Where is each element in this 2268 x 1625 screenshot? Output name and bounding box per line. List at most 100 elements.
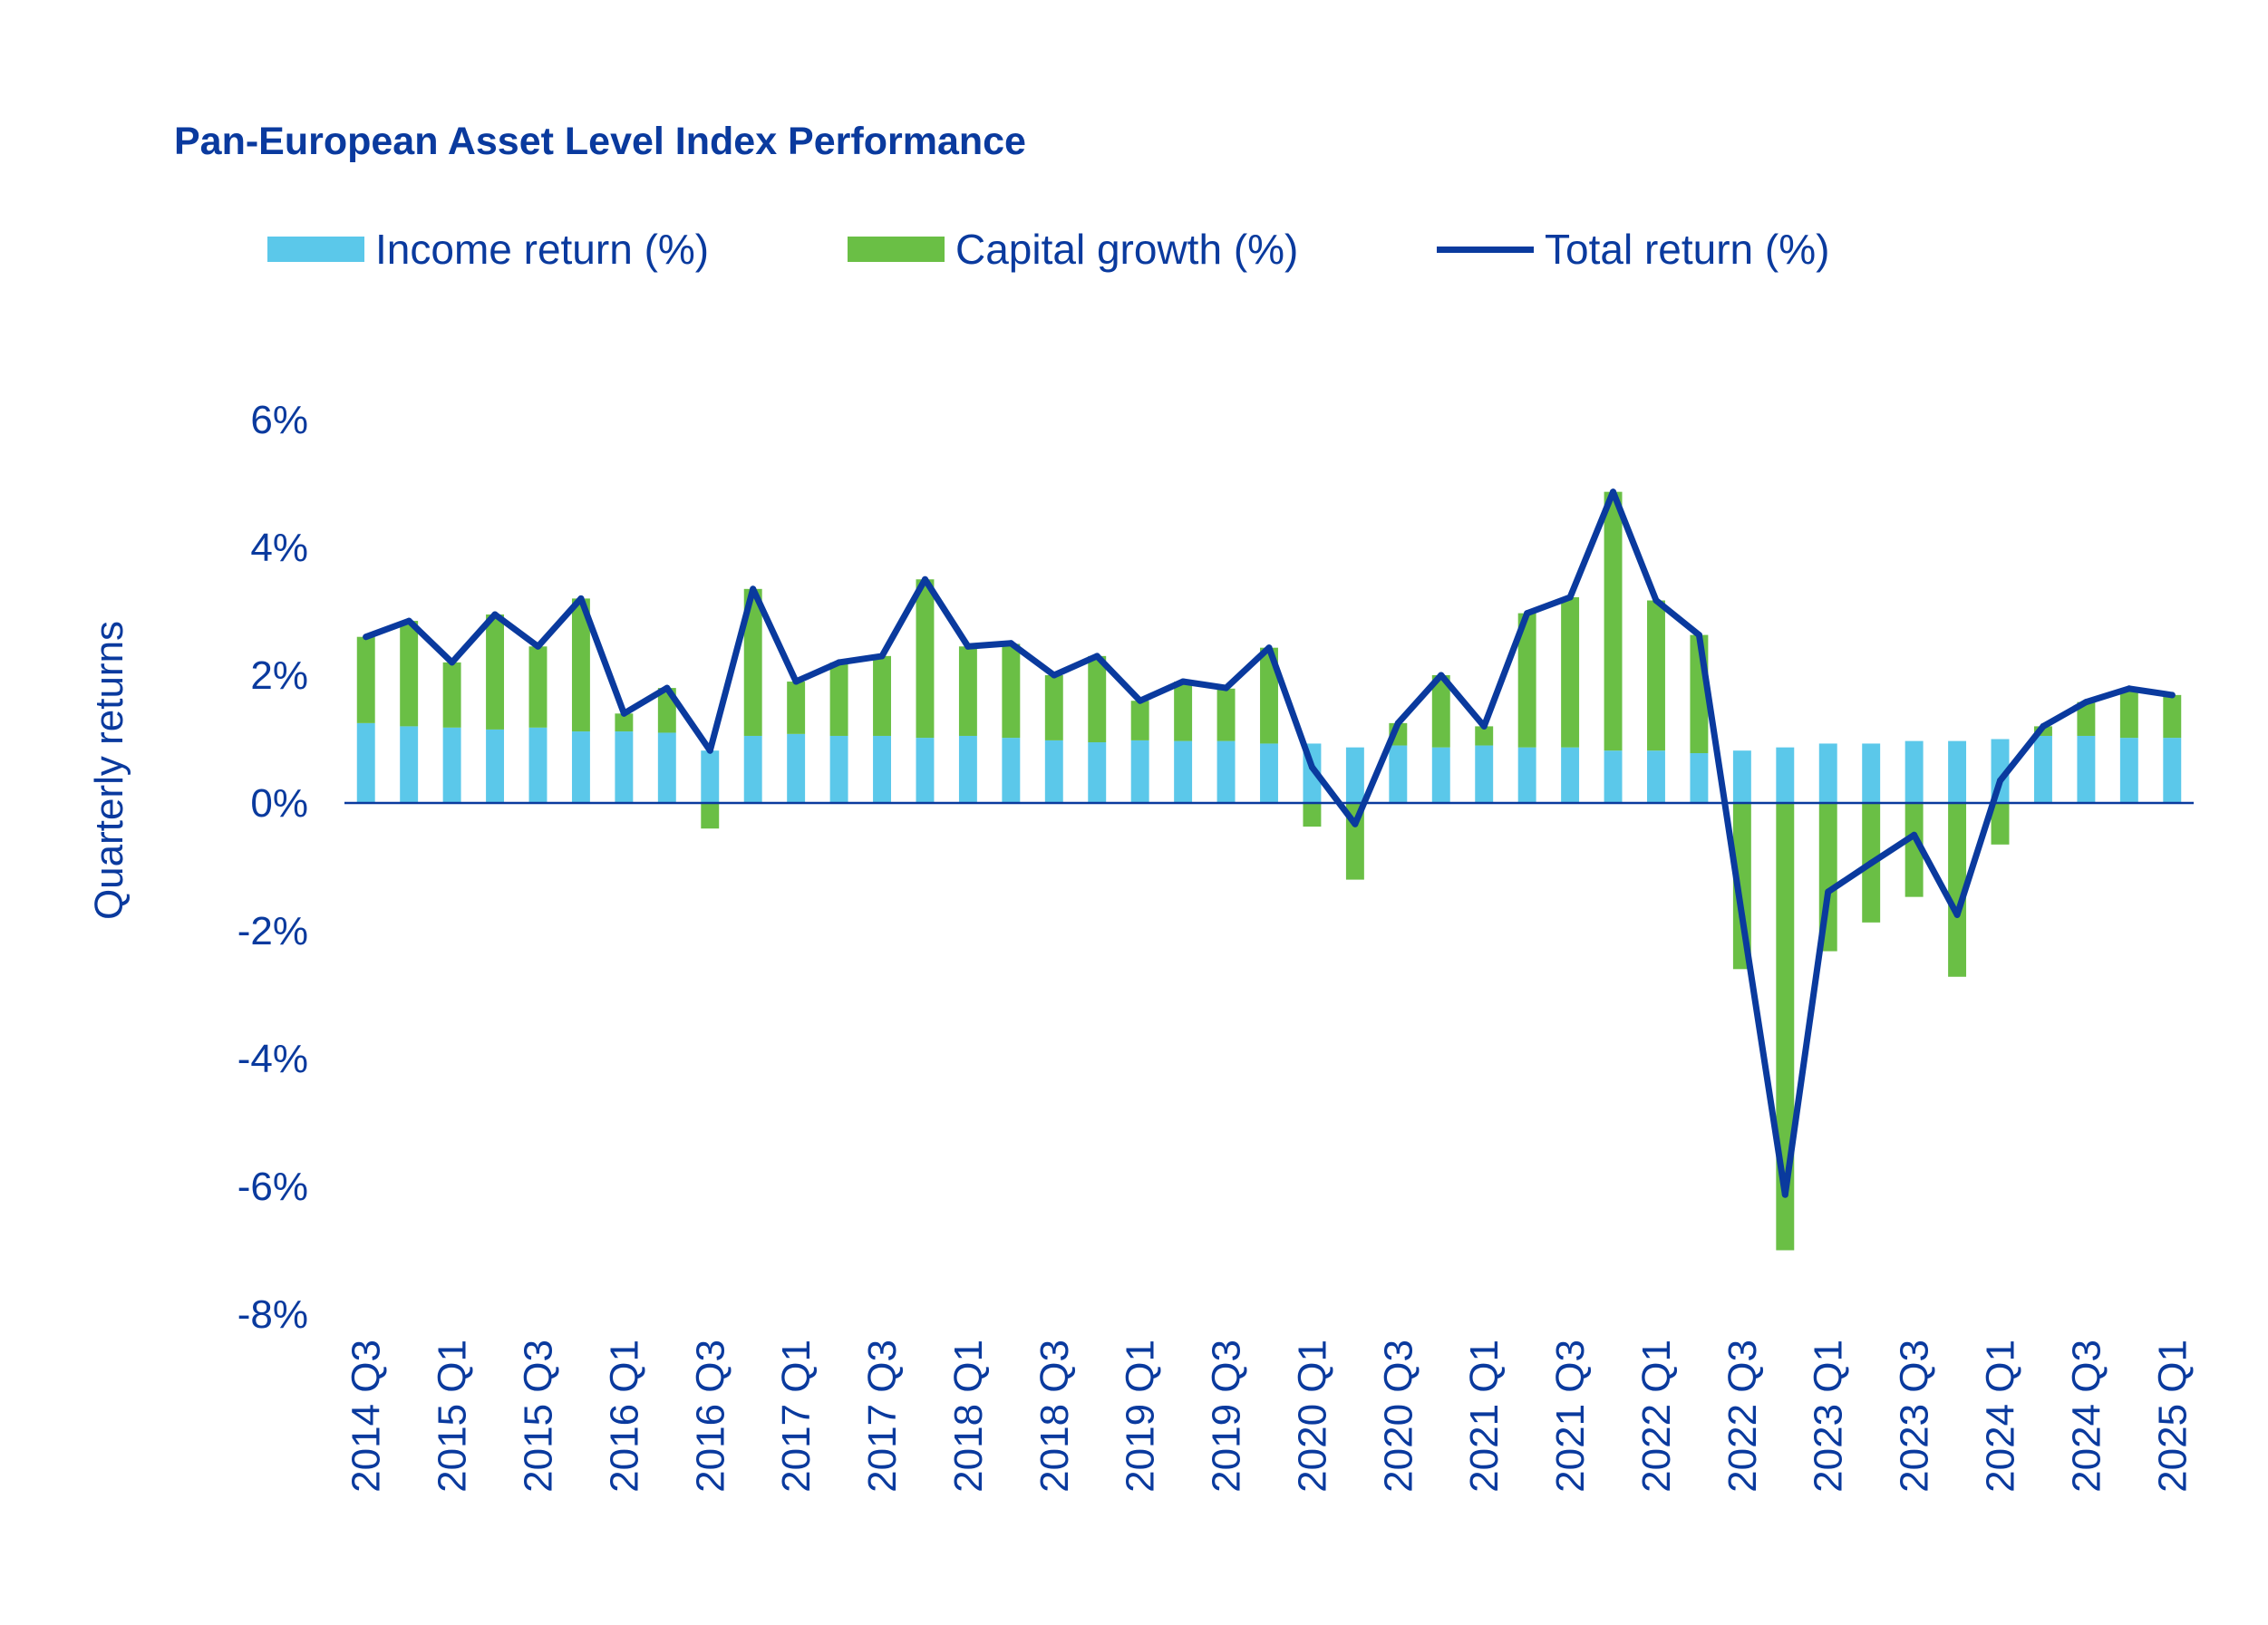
legend-item-income: Income return (%)	[267, 218, 709, 281]
x-tick-label: 2025 Q1	[2150, 1340, 2195, 1493]
bar-income	[1948, 740, 1967, 803]
legend-item-capital: Capital growth (%)	[848, 218, 1298, 281]
point-total-return	[534, 643, 541, 650]
x-tick-label: 2016 Q3	[688, 1340, 732, 1493]
x-tick-label: 2020 Q3	[1376, 1340, 1420, 1493]
x-tick-label: 2019 Q3	[1205, 1340, 1249, 1493]
point-total-return	[1480, 722, 1488, 730]
x-tick-label: 2023 Q1	[1807, 1340, 1851, 1493]
bar-income	[1088, 742, 1107, 803]
point-total-return	[577, 595, 585, 602]
point-total-return	[2082, 699, 2089, 706]
y-tick-label: -4%	[237, 1037, 308, 1081]
bar-income	[829, 735, 848, 803]
y-tick-label: 4%	[250, 526, 308, 570]
bar-capital	[1260, 647, 1278, 744]
bar-capital	[528, 646, 548, 728]
bar-capital	[1044, 675, 1063, 740]
x-tick-label: 2017 Q3	[860, 1340, 905, 1493]
bar-income	[571, 731, 590, 803]
y-tick-label: 6%	[250, 398, 308, 442]
point-total-return	[878, 653, 886, 660]
point-total-return	[1566, 594, 1574, 601]
point-total-return	[2168, 692, 2176, 699]
point-total-return	[1438, 672, 1445, 679]
point-total-return	[750, 585, 757, 593]
bar-income	[1431, 747, 1450, 803]
point-total-return	[1825, 888, 1832, 895]
bar-income	[1475, 745, 1494, 803]
bar-income	[1604, 750, 1623, 803]
point-total-return	[1781, 1191, 1788, 1198]
bar-capital	[442, 662, 461, 728]
chart-title: Pan-European Asset Level Index Performan…	[174, 120, 1026, 163]
bar-income	[1818, 743, 1837, 803]
legend-item-total: Total return (%)	[1437, 218, 1829, 281]
legend-label-total: Total return (%)	[1545, 226, 1830, 273]
bar-capital	[2077, 701, 2096, 736]
x-tick-label: 2020 Q1	[1290, 1340, 1334, 1493]
point-total-return	[1093, 653, 1100, 660]
bar-capital	[2163, 694, 2182, 739]
bar-income	[1260, 743, 1278, 803]
x-tick-label: 2015 Q3	[517, 1340, 561, 1493]
bar-capital	[615, 713, 634, 732]
legend-line-total	[1437, 246, 1534, 253]
bar-capital	[486, 614, 505, 730]
bar-income	[528, 727, 548, 803]
point-total-return	[1911, 831, 1918, 838]
bar-income	[657, 732, 676, 803]
bar-income	[2033, 735, 2052, 803]
bar-capital	[1905, 803, 1924, 897]
bar-capital	[1002, 643, 1021, 739]
point-total-return	[1394, 720, 1401, 727]
bar-capital	[787, 682, 806, 734]
point-total-return	[1997, 777, 2004, 784]
point-total-return	[1867, 859, 1875, 866]
y-tick-label: -2%	[237, 909, 308, 953]
x-tick-label: 2022 Q1	[1634, 1340, 1679, 1493]
bar-income	[442, 727, 461, 803]
point-total-return	[1223, 684, 1230, 692]
point-total-return	[1695, 632, 1702, 639]
x-tick-label: 2014 Q3	[344, 1340, 389, 1493]
legend-label-capital: Capital growth (%)	[955, 226, 1299, 273]
x-tick-label: 2018 Q3	[1032, 1340, 1077, 1493]
bar-income	[701, 750, 720, 803]
legend-swatch-income	[267, 237, 364, 262]
y-axis-label: Quarterly returns	[87, 621, 131, 920]
bar-income	[1561, 747, 1580, 803]
bar-income	[1862, 743, 1881, 803]
bar-capital	[1776, 803, 1795, 1251]
bar-capital	[829, 662, 848, 736]
point-total-return	[836, 659, 843, 666]
bar-income	[2077, 735, 2096, 803]
bar-income	[1130, 740, 1149, 803]
point-total-return	[1308, 764, 1315, 771]
legend: Income return (%) Capital growth (%) Tot…	[0, 218, 2268, 281]
x-tick-label: 2024 Q1	[1979, 1340, 2023, 1493]
x-tick-label: 2015 Q1	[431, 1340, 475, 1493]
point-total-return	[1953, 911, 1961, 918]
bar-capital	[743, 588, 762, 736]
x-tick-label: 2018 Q1	[946, 1340, 991, 1493]
x-tick-label: 2021 Q1	[1462, 1340, 1507, 1493]
legend-swatch-capital	[848, 237, 945, 262]
bar-capital	[1517, 613, 1536, 748]
point-total-return	[620, 710, 627, 717]
bar-income	[743, 735, 762, 803]
point-total-return	[2040, 722, 2047, 730]
bar-capital	[1216, 688, 1236, 741]
bar-capital	[1475, 726, 1494, 746]
bar-income	[873, 735, 891, 803]
bar-capital	[571, 598, 590, 732]
bar-capital	[873, 655, 891, 736]
bar-income	[2119, 738, 2138, 803]
point-total-return	[405, 617, 412, 624]
point-total-return	[1739, 913, 1746, 920]
bar-capital	[1431, 675, 1450, 748]
point-total-return	[2126, 685, 2133, 692]
bar-income	[787, 733, 806, 803]
bar-income	[1732, 750, 1751, 803]
bar-income	[1905, 740, 1924, 803]
